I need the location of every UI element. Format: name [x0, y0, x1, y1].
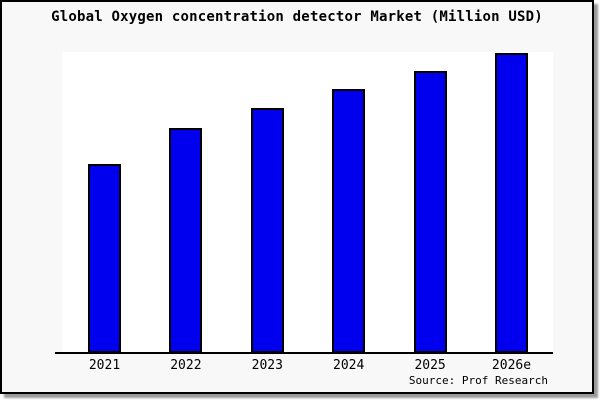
x-tick-label-2024: 2024: [333, 358, 365, 373]
x-tick-label-2021: 2021: [88, 358, 121, 373]
x-tick-label-2026e: 2026e: [491, 358, 532, 373]
x-tick-label-2022: 2022: [170, 358, 202, 373]
x-tick-label-2023: 2023: [251, 358, 283, 373]
chart-title: Global Oxygen concentration detector Mar…: [51, 9, 543, 25]
bar-2021: [88, 164, 121, 353]
bar-2026e: [495, 53, 528, 353]
bar-2024: [332, 89, 366, 353]
source-note: Source: Prof Research: [408, 374, 548, 387]
x-tick-label-2025: 2025: [414, 358, 446, 373]
plot-area: [62, 52, 553, 353]
bar-2022: [169, 128, 203, 353]
x-axis-line: [55, 352, 553, 354]
bar-2023: [250, 108, 284, 353]
bar-2025: [413, 71, 447, 353]
chart-canvas: Global Oxygen concentration detector Mar…: [0, 0, 594, 394]
